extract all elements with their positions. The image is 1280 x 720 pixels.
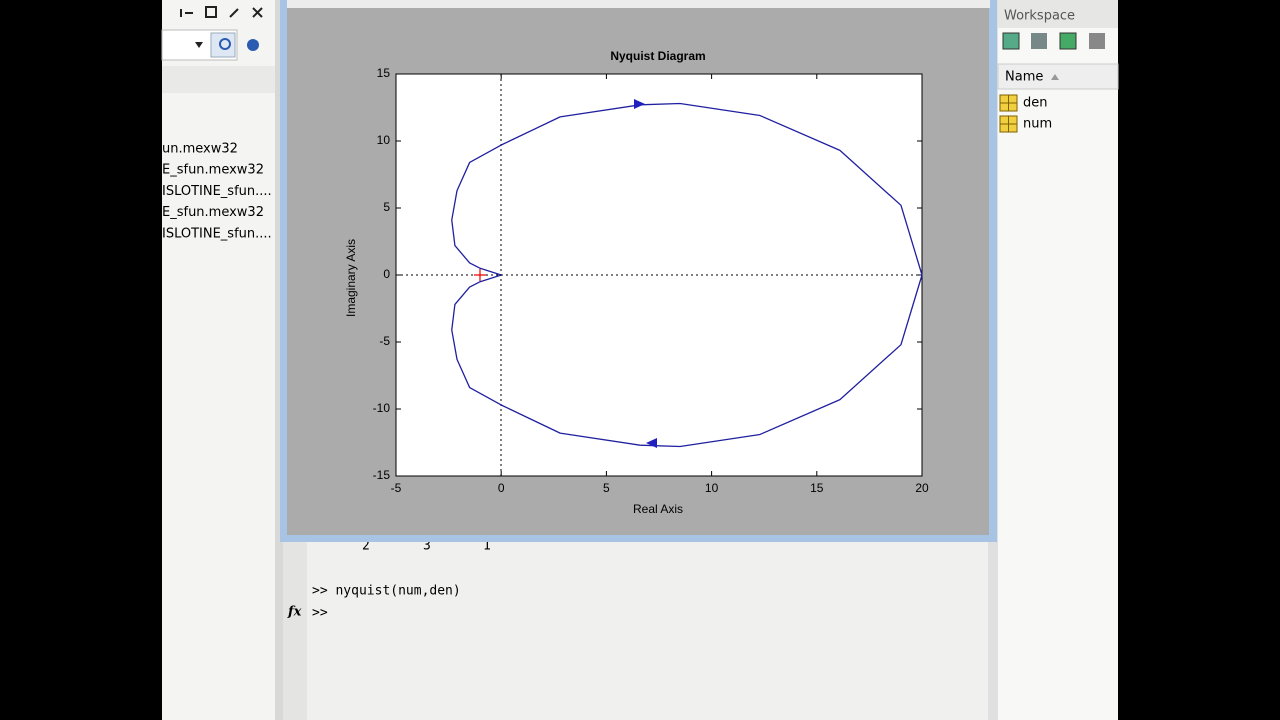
fx-icon[interactable]: fx [287,605,302,620]
file-name[interactable]: ISLOTINE_sfun.... [162,184,272,199]
output: 2 [362,539,370,554]
y-tick-label: -5 [379,334,390,348]
tool-icon[interactable] [1002,32,1020,50]
critical-point [474,269,486,281]
workspace-toolbar [1002,32,1105,50]
x-tick-label: 5 [603,481,610,495]
command-line: >> nyquist(num,den) [312,584,461,599]
workspace-header [998,0,1118,28]
file-name[interactable]: E_sfun.mexw32 [162,163,264,178]
y-tick-label: 15 [377,66,391,80]
window-controls[interactable] [180,6,263,18]
column-header[interactable] [997,63,1119,90]
variable-list: den num [999,94,1052,133]
x-tick-label: 10 [705,481,719,495]
settings-button[interactable] [247,39,259,51]
file-list: un.mexw32 E_sfun.mexw32 ISLOTINE_sfun.... E… [162,142,272,242]
sort-arrow [1051,74,1059,80]
folder-header [162,66,275,93]
file-name[interactable]: un.mexw32 [162,142,238,157]
chart-title: Nyquist Diagram [610,49,705,63]
search-button[interactable] [210,32,236,58]
file-name[interactable]: E_sfun.mexw32 [162,205,264,220]
x-tick-label: 0 [498,481,505,495]
plot: -5 0 5 10 15 20 -15 -10 -5 0 5 10 15 [373,66,929,495]
figure-toolbar [287,0,990,8]
direction-arrow [634,99,645,109]
prompt: >> [312,606,328,621]
search-icon [219,38,231,50]
file-name[interactable]: ISLOTINE_sfun.... [162,226,272,241]
splitter [275,0,283,720]
output: 1 [483,539,491,554]
tool-icon[interactable] [1031,33,1047,49]
y-tick-label: 10 [377,133,391,147]
y-tick-label: -10 [373,401,391,415]
x-tick-label: -5 [391,481,402,495]
direction-arrow [646,438,657,448]
variable-icon-grid [1000,116,1017,132]
dropdown-arrow[interactable] [195,42,203,48]
workspace-title: Workspace [1004,9,1075,24]
y-tick-label: 5 [383,200,390,214]
variable-name[interactable]: num [1023,117,1052,132]
nyquist-curve [451,102,923,448]
variable-icon-grid [1000,95,1017,111]
column-name: Name [1005,70,1043,85]
x-axis-label: Real Axis [633,502,683,516]
current-folder-panel [162,0,275,720]
y-tick-label: 0 [383,267,390,281]
x-tick-label: 15 [810,481,824,495]
tool-icon[interactable] [1059,32,1077,50]
x-tick-label: 20 [915,481,929,495]
variable-name[interactable]: den [1023,96,1048,111]
output: 3 [423,539,431,554]
y-axis-label: Imaginary Axis [344,239,358,317]
workspace-panel [998,0,1118,720]
tool-icon[interactable] [1089,33,1105,49]
y-tick-label: -15 [373,468,391,482]
